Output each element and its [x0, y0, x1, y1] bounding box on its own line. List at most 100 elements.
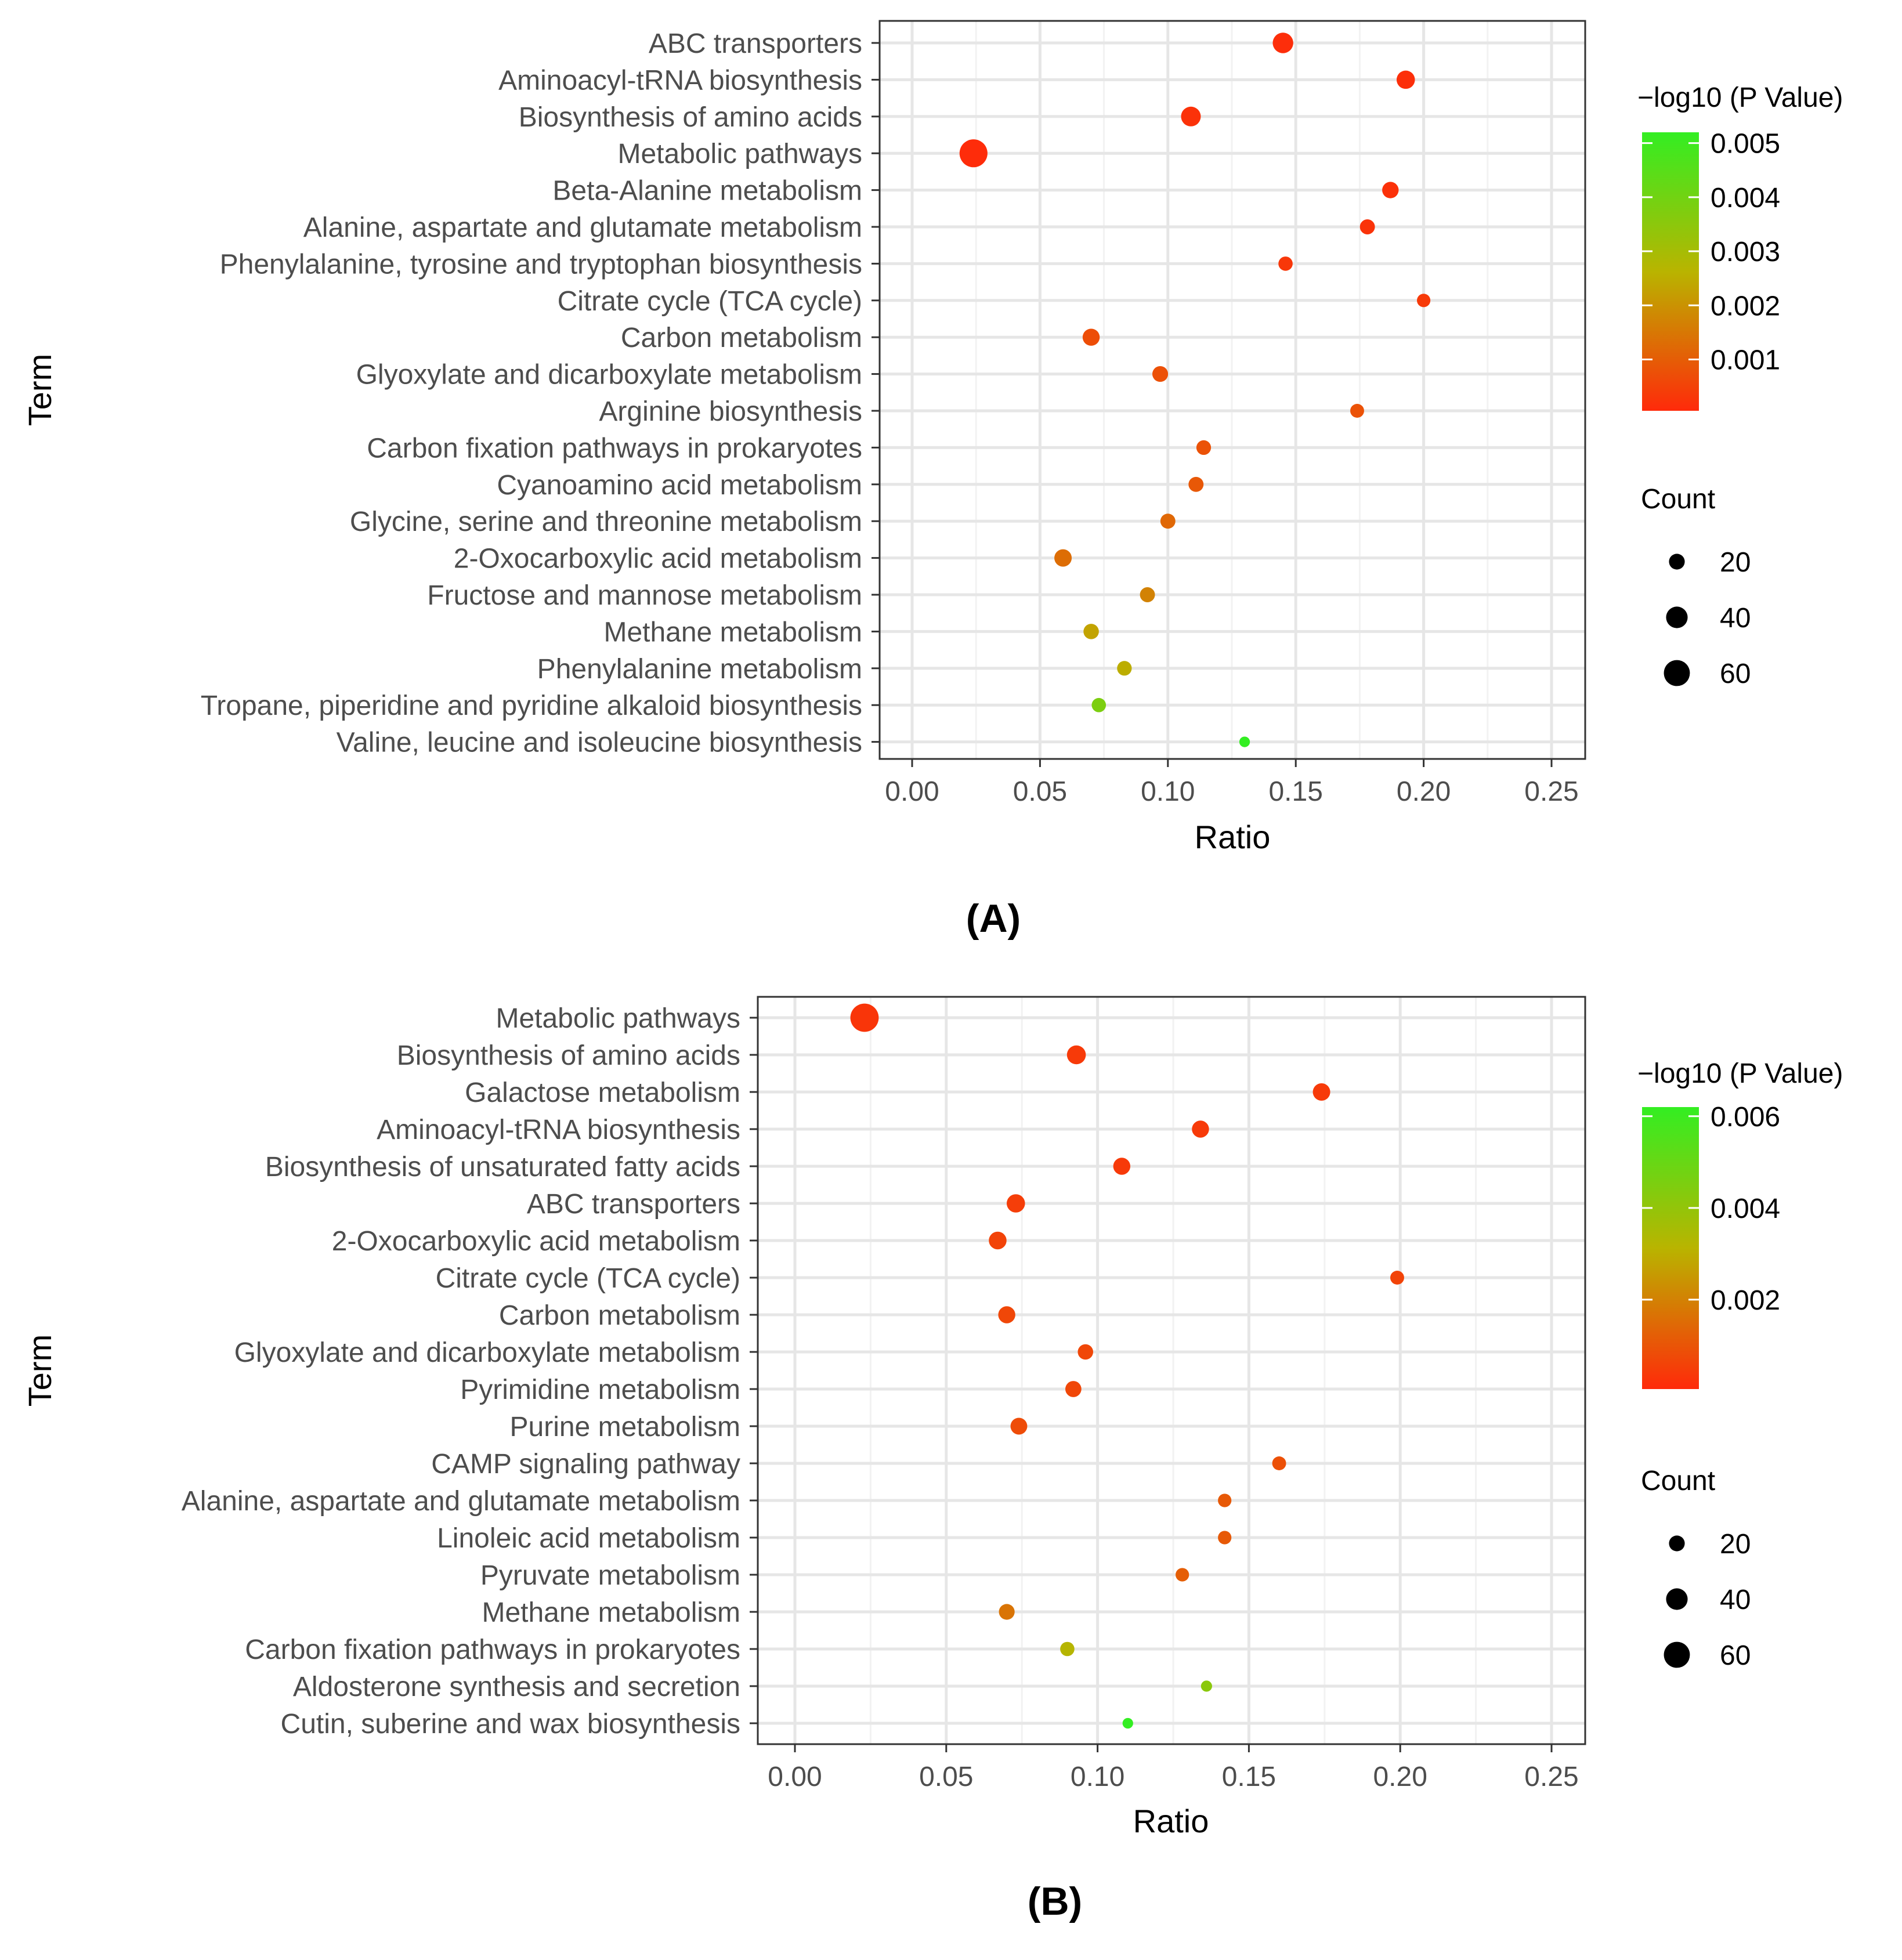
color-legend-title: −log10 (P Value)	[1637, 1058, 1843, 1089]
x-axis-title: Ratio	[1195, 819, 1271, 855]
color-tick-label: 0.001	[1711, 345, 1780, 375]
size-legend-items: 20 40 60	[1664, 1529, 1751, 1671]
size-legend-title: Count	[1641, 484, 1715, 515]
panel-label: (A)	[966, 896, 1021, 941]
size-legend-dot	[1664, 660, 1690, 686]
data-point	[1312, 1083, 1330, 1101]
term-label: Glyoxylate and dicarboxylate metabolism	[234, 1337, 740, 1368]
term-label: Linoleic acid metabolism	[437, 1523, 740, 1554]
data-point	[998, 1306, 1015, 1323]
size-legend-dot	[1664, 1641, 1690, 1668]
term-label: Aminoacyl-tRNA biosynthesis	[498, 65, 862, 96]
data-point	[959, 139, 988, 168]
size-legend-label: 20	[1720, 547, 1751, 578]
term-label: Purine metabolism	[510, 1412, 741, 1442]
color-legend: −log10 (P Value) 0.0050.0040.0030.0020.0…	[1637, 82, 1843, 411]
term-label: Galactose metabolism	[465, 1077, 740, 1108]
term-label: Biosynthesis of amino acids	[397, 1040, 740, 1071]
term-label: Metabolic pathways	[617, 139, 862, 169]
data-point	[1006, 1194, 1025, 1213]
term-label: Pyrimidine metabolism	[460, 1375, 740, 1405]
term-label: Cyanoamino acid metabolism	[497, 470, 862, 501]
data-point	[1390, 1271, 1404, 1285]
data-point	[1077, 1344, 1094, 1360]
color-bar-ticks: 0.005 0.004 0.003 0.002 0.001	[1642, 129, 1780, 375]
term-label: Carbon fixation pathways in prokaryotes	[367, 433, 862, 464]
term-label: Methane metabolism	[603, 617, 862, 648]
color-bar-ticks: 0.006 0.004 0.002	[1642, 1102, 1780, 1316]
x-tick-label: 0.25	[1524, 776, 1578, 807]
color-legend: −log10 (P Value) 0.006 0.004 0.002	[1637, 1058, 1843, 1389]
term-label: 2-Oxocarboxylic acid metabolism	[332, 1226, 740, 1257]
size-legend-label: 40	[1720, 1585, 1751, 1615]
size-legend-label: 20	[1720, 1529, 1751, 1560]
y-axis: ABC transporters Aminoacyl-tRNA biosynthe…	[201, 28, 880, 758]
panel-b: Metabolic pathways Biosynthesis of amino …	[21, 996, 1843, 1923]
term-label: Citrate cycle (TCA cycle)	[436, 1263, 740, 1294]
data-point	[1122, 1717, 1133, 1729]
term-label: Phenylalanine, tyrosine and tryptophan b…	[220, 249, 862, 280]
panel-a: ABC transporters Aminoacyl-tRNA biosynthe…	[21, 20, 1843, 941]
data-point	[1054, 549, 1072, 567]
size-legend-items: 20 40 60	[1664, 547, 1751, 689]
data-point	[1278, 256, 1293, 271]
color-tick-label: 0.002	[1711, 1285, 1780, 1316]
x-tick-label: 0.20	[1373, 1762, 1427, 1792]
data-point	[1396, 70, 1415, 89]
term-label: Aldosterone synthesis and secretion	[293, 1672, 740, 1702]
x-tick-label: 0.20	[1397, 776, 1451, 807]
term-label: Biosynthesis of amino acids	[519, 102, 862, 133]
x-tick-label: 0.05	[919, 1762, 973, 1792]
term-label: Cutin, suberine and wax biosynthesis	[281, 1709, 740, 1740]
gridlines	[758, 997, 1585, 1744]
data-point	[1188, 476, 1204, 492]
size-legend-title: Count	[1641, 1466, 1715, 1496]
plot-border	[757, 996, 1586, 1745]
x-tick-label: 0.05	[1013, 776, 1067, 807]
data-point	[1192, 1120, 1209, 1138]
y-axis-title: Term	[21, 1335, 58, 1406]
size-legend-label: 60	[1720, 659, 1751, 689]
color-bar	[1642, 132, 1699, 411]
data-point	[1082, 328, 1100, 346]
term-label: Aminoacyl-tRNA biosynthesis	[377, 1115, 740, 1145]
term-label: Citrate cycle (TCA cycle)	[558, 286, 862, 317]
term-label: Glyoxylate and dicarboxylate metabolism	[356, 360, 862, 390]
x-tick-label: 0.00	[768, 1762, 822, 1792]
data-point	[1272, 1456, 1286, 1470]
term-label: Pyruvate metabolism	[480, 1560, 740, 1591]
color-tick-label: 0.004	[1711, 183, 1780, 214]
plot-background	[758, 997, 1585, 1744]
color-tick-label: 0.004	[1711, 1194, 1780, 1224]
color-tick-label: 0.005	[1711, 129, 1780, 160]
size-legend-label: 60	[1720, 1640, 1751, 1671]
x-axis: 0.00 0.05 0.10 0.15 0.20 0.25	[885, 759, 1579, 807]
data-point	[989, 1231, 1007, 1250]
data-point	[1176, 1568, 1189, 1582]
color-tick-label: 0.006	[1711, 1102, 1780, 1133]
data-point	[1010, 1417, 1028, 1435]
data-point	[1113, 1158, 1131, 1175]
data-point	[1416, 294, 1431, 308]
x-axis-title: Ratio	[1133, 1803, 1209, 1839]
data-point	[1218, 1531, 1232, 1545]
data-points	[850, 1003, 1404, 1729]
size-legend-label: 40	[1720, 603, 1751, 634]
data-point	[1117, 661, 1132, 676]
data-point	[1359, 219, 1375, 234]
size-legend: Count 20 40 60	[1641, 1466, 1751, 1671]
size-legend: Count 20 40 60	[1641, 484, 1751, 689]
x-axis: 0.00 0.05 0.10 0.15 0.20 0.25	[768, 1744, 1579, 1792]
term-label: Glycine, serine and threonine metabolism	[350, 507, 862, 537]
x-tick-label: 0.10	[1141, 776, 1195, 807]
term-label: Phenylalanine metabolism	[537, 654, 862, 685]
size-legend-dot	[1669, 1535, 1685, 1552]
color-tick-label: 0.003	[1711, 237, 1780, 267]
term-label: ABC transporters	[649, 28, 862, 59]
data-point	[1218, 1493, 1232, 1507]
term-label: Alanine, aspartate and glutamate metabol…	[182, 1486, 740, 1517]
data-point	[1200, 1680, 1212, 1692]
data-point	[1239, 736, 1250, 747]
term-label: ABC transporters	[527, 1189, 740, 1220]
